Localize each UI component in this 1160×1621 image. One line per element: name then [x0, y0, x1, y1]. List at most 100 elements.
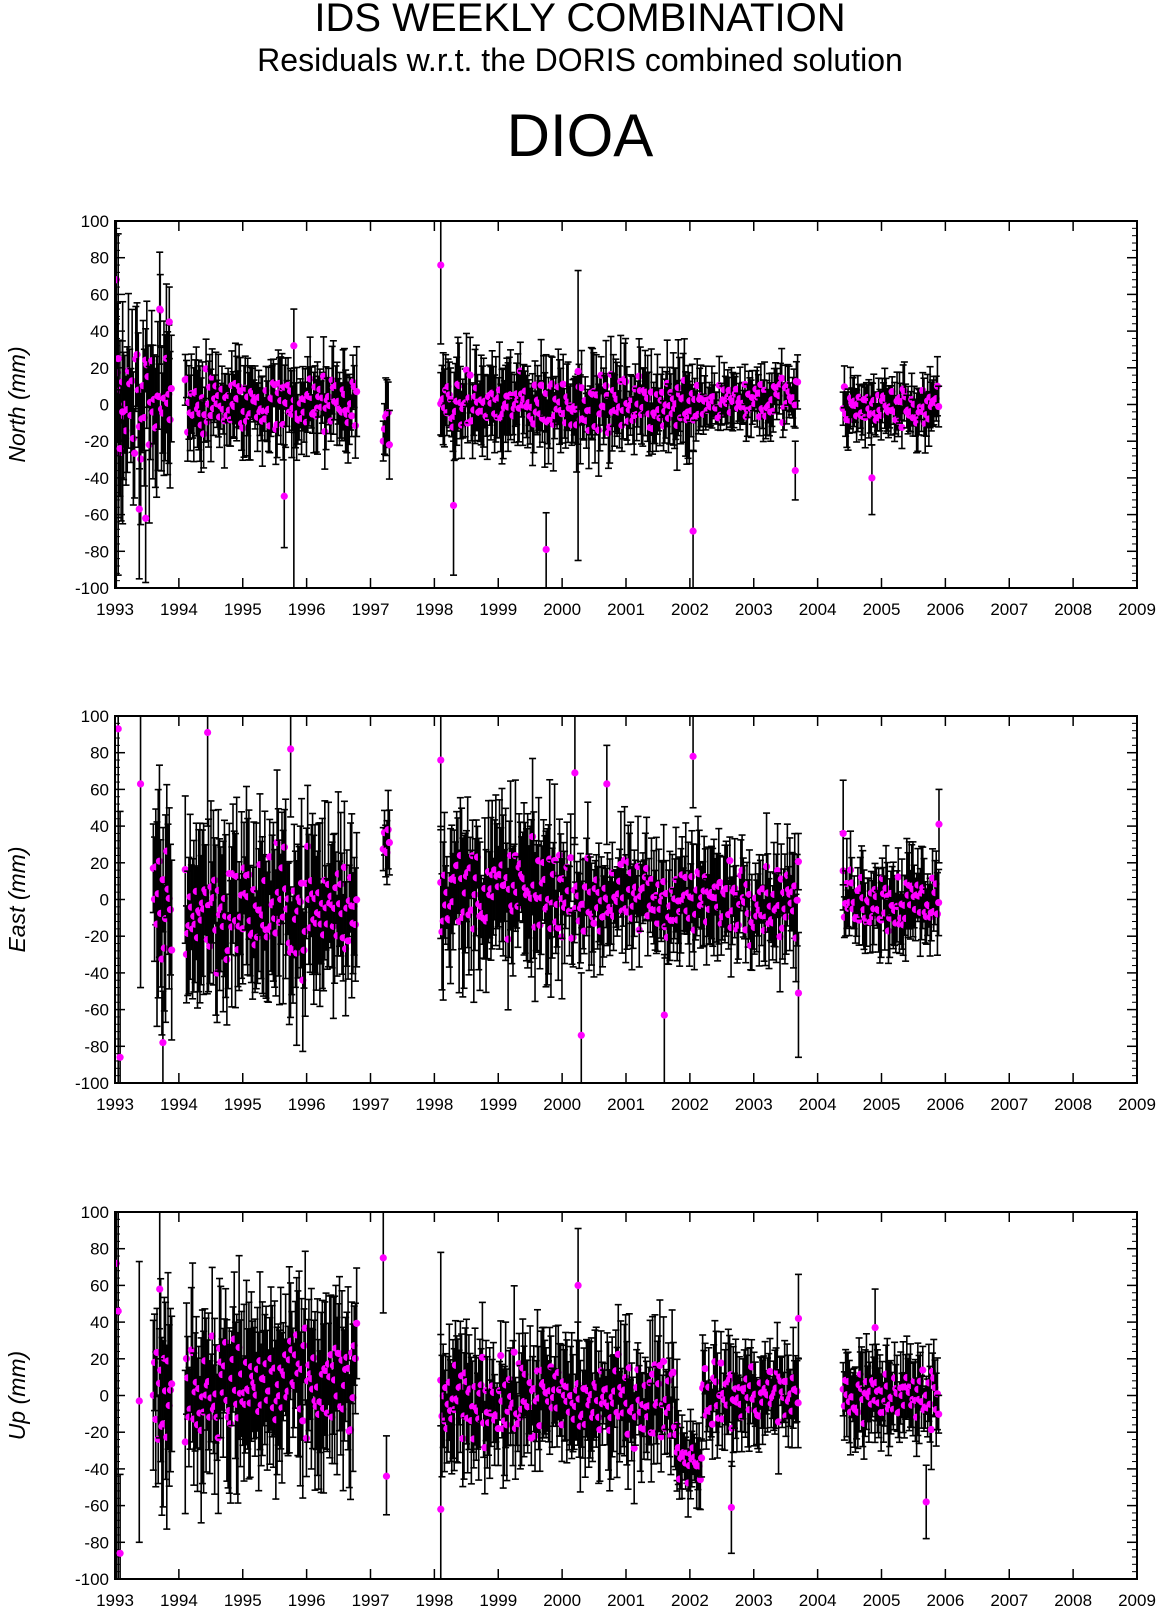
north-point [200, 430, 208, 438]
east-point [839, 829, 847, 838]
east-point [734, 921, 743, 929]
north-point [128, 377, 136, 385]
east-point [511, 852, 520, 860]
north-frame [114, 220, 1138, 589]
east-data [115, 716, 943, 1083]
north-point [119, 408, 127, 416]
east-xtick-label: 2009 [1118, 1095, 1156, 1114]
north-point [622, 378, 630, 386]
north-point [455, 381, 463, 390]
north-xtick-label: 2004 [799, 600, 837, 619]
east-point [635, 926, 643, 934]
up-ytick-label: -20 [84, 1423, 109, 1442]
east-point [287, 745, 295, 753]
north-xtick-label: 1993 [96, 600, 134, 619]
east-panel: 100 80 60 40 20 0 -20 -40 -60 -80 -100 1993 1994 1995… [4, 707, 1156, 1114]
east-point [577, 1031, 585, 1039]
north-point [239, 424, 247, 432]
east-point [590, 919, 598, 927]
east-xtick-label: 2003 [735, 1095, 773, 1114]
north-ytick-label: -100 [75, 579, 109, 598]
east-axis-label: East (mm) [4, 846, 30, 952]
east-point [245, 871, 253, 879]
east-point [782, 913, 790, 921]
up-ytick-label: 100 [81, 1203, 109, 1222]
north-point [595, 426, 603, 434]
east-point [571, 769, 579, 777]
east-xtick-label: 1996 [288, 1095, 326, 1114]
up-panel: 100 80 60 40 20 0 -20 -40 -60 -80 -100 1993 1994 1995… [4, 1203, 1156, 1610]
north-point [877, 411, 885, 420]
north-xtick-label: 2000 [543, 600, 581, 619]
east-point [159, 1039, 167, 1047]
north-point [130, 449, 139, 457]
east-point [846, 866, 855, 874]
north-ytick-label: -20 [84, 432, 109, 451]
chart-title: IDS WEEKLY COMBINATION [314, 0, 846, 40]
east-point [894, 873, 902, 881]
north-point [791, 466, 799, 475]
east-xtick-label: 1997 [352, 1095, 390, 1114]
east-ytick-label: -80 [84, 1037, 109, 1056]
up-xtick-label: 1995 [224, 1591, 262, 1610]
east-xtick-label: 1994 [160, 1095, 198, 1114]
east-point [228, 923, 236, 931]
north-point [351, 422, 360, 430]
north-ytick-label: 40 [90, 322, 109, 341]
east-point [304, 842, 312, 850]
north-point [449, 501, 458, 510]
east-point [263, 933, 271, 941]
east-point [760, 926, 768, 935]
east-xtick-label: 2008 [1054, 1095, 1092, 1114]
east-ytick-label: -20 [84, 927, 109, 946]
east-point [344, 937, 352, 945]
north-point [602, 382, 610, 390]
north-point [135, 505, 143, 513]
north-point [466, 371, 474, 379]
east-xtick-label: 2006 [926, 1095, 964, 1114]
north-point [115, 355, 122, 363]
up-ytick-label: -80 [84, 1533, 109, 1552]
east-point [553, 900, 561, 909]
north-ytick-label: -80 [84, 542, 109, 561]
east-point [115, 725, 122, 733]
north-xtick-label: 1994 [160, 600, 198, 619]
north-point [689, 527, 697, 535]
east-ytick-label: 100 [81, 707, 109, 726]
north-xtick-label: 1997 [352, 600, 390, 619]
east-point [385, 838, 393, 847]
north-point [324, 392, 333, 401]
east-ytick-label: 80 [90, 744, 109, 763]
north-data [115, 221, 943, 588]
east-point [437, 756, 445, 764]
north-point [577, 384, 586, 392]
east-point [716, 878, 724, 887]
north-point [348, 412, 356, 420]
up-ytick-label: -40 [84, 1460, 109, 1479]
east-point [549, 870, 557, 878]
east-point [160, 944, 168, 952]
up-ytick-label: -100 [75, 1570, 109, 1589]
east-point [935, 898, 943, 907]
east-point [471, 891, 479, 899]
north-point [635, 372, 643, 380]
east-point [688, 873, 696, 881]
east-point [204, 728, 212, 737]
north-point [166, 416, 174, 424]
east-point [296, 898, 304, 906]
east-point [689, 752, 697, 760]
north-axis-label: North (mm) [4, 346, 30, 462]
east-xtick-label: 2004 [799, 1095, 837, 1114]
east-point [384, 826, 392, 834]
north-point [779, 418, 787, 427]
east-ytick-label: 0 [100, 891, 109, 910]
north-point [165, 318, 173, 326]
east-point [353, 896, 361, 904]
north-xtick-label: 2008 [1054, 600, 1092, 619]
north-point [462, 366, 471, 374]
east-point [528, 832, 537, 841]
north-point [674, 384, 682, 392]
north-xtick-label: 2003 [735, 600, 773, 619]
east-point [726, 857, 734, 865]
